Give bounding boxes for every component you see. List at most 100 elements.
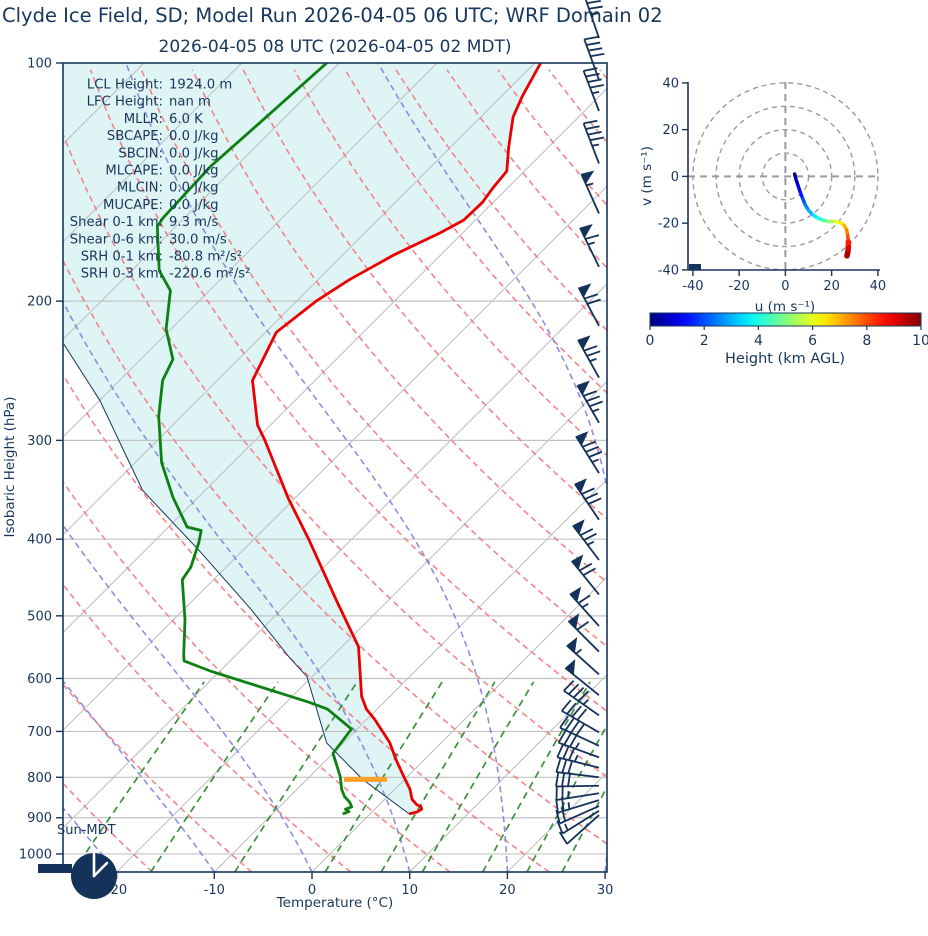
p-tick-label: 100 [27,57,52,72]
path-shape [564,659,576,676]
line-shape [564,823,569,831]
line-shape [571,705,582,718]
annotation-label: MLCIN: [117,181,163,196]
clock-band-mark [38,864,72,873]
path-shape [574,478,587,494]
moist-adiabat-line [63,523,313,872]
line-shape [587,241,596,246]
path-shape [575,431,589,447]
line-shape [582,70,600,112]
wind-barb [556,810,600,835]
line-shape [558,831,568,845]
mixing-ratio-line [526,723,607,872]
line-shape [585,234,600,240]
line-shape [586,298,601,305]
x-tick-label: -10 [204,883,225,898]
isotherm-line [63,283,607,829]
wind-barb [583,36,605,81]
line-shape [589,357,597,362]
hodo-y-tick-label: -40 [658,263,679,278]
hodo-y-tick-label: 40 [662,76,679,91]
annotation-value: 1924.0 m [169,78,232,93]
isotherm-line [63,63,438,438]
parcel-profile-line [63,342,410,815]
line-shape [560,807,567,822]
line-shape [579,528,594,537]
annotation-label: Shear 0-1 km: [70,215,163,230]
mixing-ratio-line [324,681,443,872]
dry-adiabat-line [497,69,607,207]
dry-adiabat-line [89,69,607,713]
wind-barb [584,0,603,39]
dry-adiabat-line [63,583,352,872]
mixing-ratio-line [150,681,279,872]
path-shape [567,613,580,630]
wind-barb [569,586,600,627]
line-shape [557,799,600,814]
moist-adiabat-line [125,63,509,872]
path-shape [578,283,592,298]
y-axis-label: Isobaric Height (hPa) [2,397,18,538]
annotation-value: 9.3 m/s [169,215,218,230]
colorbar-tick-label: 0 [646,333,655,349]
annotation-value: 0.0 J/kg [169,164,219,179]
isotherm-line [116,380,607,872]
line-shape [567,772,572,787]
line-shape [586,0,601,4]
line-shape [590,12,598,16]
line-shape [562,745,570,760]
hodo-x-tick-label: -20 [729,279,750,294]
path-shape [569,586,582,603]
isotherm-line [63,185,607,731]
x-tick-label: 10 [401,883,418,898]
hodograph-corner-mark [689,264,701,270]
dry-adiabat-line [63,132,607,778]
line-shape [588,497,602,505]
line-shape [555,798,559,813]
p-tick-label: 800 [27,771,52,786]
p-tick-label: 200 [27,295,52,310]
dry-adiabat-line [63,373,550,872]
line-shape [582,440,596,448]
path-shape [577,335,591,350]
isotherm-line [63,87,607,634]
wind-barb [555,805,600,825]
line-shape [576,621,590,631]
line-shape [573,754,579,763]
isotherm-line [63,63,243,243]
line-shape [588,47,603,52]
line-shape [564,718,575,731]
annotation-label: SBCIN: [118,146,163,161]
hodo-x-tick-label: 0 [781,279,789,294]
line-shape [558,741,600,759]
line-shape [586,350,601,357]
hodo-y-tick-label: 20 [662,123,679,138]
dry-adiabat-line [651,70,928,872]
hodograph-plot: -40-40 -20 -20 0 0 20 20 40 40 [658,76,886,294]
mixing-ratio-line [561,785,607,872]
line-shape [555,772,560,787]
line-shape [562,810,600,835]
line-shape [583,532,597,541]
line-shape [574,742,580,750]
annotation-value: 0.0 J/kg [169,198,219,213]
line-shape [579,562,593,572]
colorbar-tick-label: 8 [862,333,871,349]
wind-barb [555,758,600,779]
line-shape [585,125,600,130]
isotherm-line [213,478,607,872]
wind-barb [563,680,600,717]
line-shape [559,715,569,729]
line-shape [566,814,600,845]
cin-shade-region [63,63,541,814]
dry-adiabat-line [753,70,928,872]
mixing-ratio-line [421,681,535,872]
wind-barb [556,744,600,769]
line-shape [582,123,600,164]
mixing-ratio-line [481,681,591,872]
line-shape [577,690,590,702]
hodograph-x-label: u (m s⁻¹) [755,299,815,315]
skewt-plot [63,63,928,872]
line-shape [567,759,574,774]
line-shape [587,78,602,83]
